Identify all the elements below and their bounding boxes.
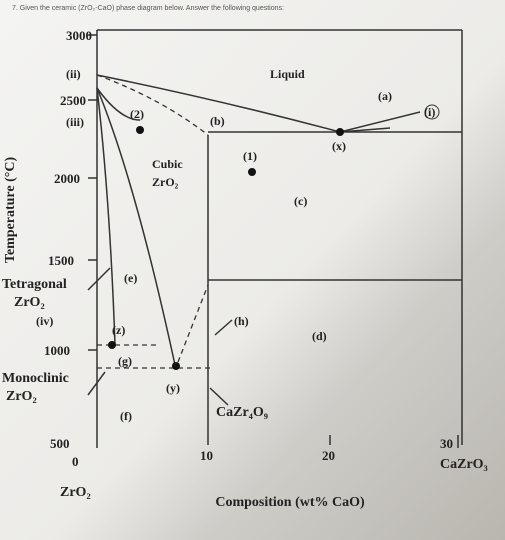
- marker-label: (2): [130, 107, 144, 121]
- marker-label: (z): [112, 323, 125, 337]
- phase-label: Cubic: [152, 157, 183, 171]
- x-tick-label: 30: [440, 436, 453, 451]
- x-end-label: CaZrO₃: [440, 457, 488, 472]
- y-tick-label: 1500: [48, 253, 74, 268]
- question: 7. Given the ceramic (ZrO₂-CaO) phase di…: [12, 5, 284, 12]
- marker-label: (y): [166, 381, 180, 395]
- y-tick-label: 500: [50, 436, 70, 451]
- phase-label: ZrO₂: [6, 389, 37, 404]
- x-tick-label: 20: [322, 448, 335, 463]
- marker-label: (iii): [66, 115, 84, 129]
- marker-label: (h): [234, 314, 249, 328]
- marker-label: (iv): [36, 314, 53, 328]
- x-end-label: ZrO₂: [60, 485, 91, 500]
- y-tick-label: 2000: [54, 171, 80, 186]
- y-tick-label: 2500: [60, 93, 86, 108]
- marker-label: (f): [120, 409, 132, 423]
- marker-label: (b): [210, 114, 225, 128]
- phase-label: Tetragonal: [2, 277, 67, 292]
- x-tick-label: 0: [72, 454, 79, 469]
- diagram-lines: [87, 29, 463, 448]
- marker-label: (1): [243, 149, 257, 163]
- marker-label: (a): [378, 89, 392, 103]
- marker-label: (d): [312, 329, 327, 343]
- x-tick-label: 10: [200, 448, 213, 463]
- phase-label: CaZr₄O₉: [216, 405, 268, 420]
- y-tick-label: 3000: [66, 28, 92, 43]
- y-axis-label: Temperature (°C): [3, 157, 18, 264]
- marker-label: (x): [332, 139, 346, 153]
- marker-label: (e): [124, 271, 137, 285]
- phase-label: Monoclinic: [2, 371, 69, 386]
- marker-label: (c): [294, 194, 307, 208]
- phase-label: Liquid: [270, 67, 305, 81]
- marker-label: (i): [424, 105, 435, 119]
- x-axis-label: Composition (wt% CaO): [215, 495, 365, 510]
- phase-label: ZrO₂: [152, 175, 179, 189]
- phase-label: ZrO₂: [14, 295, 45, 310]
- marker-label: (ii): [66, 67, 81, 81]
- marker-label: (g): [118, 354, 132, 368]
- y-tick-label: 1000: [44, 343, 70, 358]
